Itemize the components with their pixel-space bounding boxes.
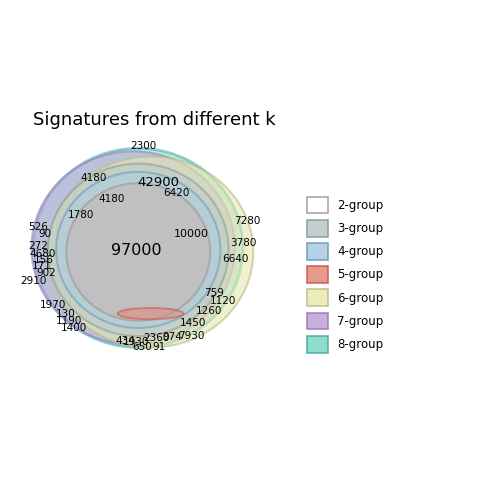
Text: 7280: 7280: [234, 216, 260, 226]
Text: 2360: 2360: [144, 333, 170, 343]
Ellipse shape: [67, 183, 210, 321]
Text: 434: 434: [115, 336, 135, 346]
Text: 1120: 1120: [210, 296, 236, 306]
Text: 171: 171: [32, 262, 52, 271]
Text: 1930: 1930: [123, 337, 149, 347]
Ellipse shape: [48, 164, 229, 336]
Title: Signatures from different k: Signatures from different k: [33, 111, 276, 129]
Text: 650: 650: [133, 342, 152, 352]
Text: 130: 130: [56, 308, 76, 319]
Text: 6420: 6420: [163, 188, 190, 199]
Text: 2300: 2300: [130, 141, 157, 151]
Ellipse shape: [31, 151, 235, 344]
Text: 4180: 4180: [98, 194, 124, 204]
Text: 97000: 97000: [111, 243, 161, 259]
Text: 10000: 10000: [174, 228, 209, 238]
Text: 4180: 4180: [81, 173, 107, 183]
Text: 272: 272: [28, 241, 48, 251]
Text: 42900: 42900: [138, 176, 180, 188]
Text: 4680: 4680: [30, 249, 56, 259]
Text: 1400: 1400: [60, 323, 87, 333]
Text: 7930: 7930: [178, 331, 205, 341]
Text: 6640: 6640: [222, 254, 249, 264]
Ellipse shape: [56, 172, 220, 328]
Text: 1780: 1780: [68, 210, 94, 220]
Ellipse shape: [33, 148, 243, 348]
Text: 91: 91: [152, 342, 165, 352]
Text: 526: 526: [28, 222, 48, 232]
Legend: 2-group, 3-group, 4-group, 5-group, 6-group, 7-group, 8-group: 2-group, 3-group, 4-group, 5-group, 6-gr…: [303, 193, 387, 356]
Ellipse shape: [118, 308, 183, 319]
Text: 902: 902: [36, 268, 56, 278]
Text: 3780: 3780: [230, 238, 256, 248]
Text: 90: 90: [39, 228, 52, 238]
Text: 759: 759: [204, 288, 224, 298]
Text: 1450: 1450: [179, 318, 206, 328]
Ellipse shape: [48, 156, 254, 348]
Text: 1190: 1190: [55, 316, 82, 326]
Text: 2910: 2910: [21, 276, 47, 286]
Text: 1970: 1970: [40, 300, 67, 310]
Text: 974: 974: [162, 332, 182, 342]
Text: 1260: 1260: [196, 305, 222, 316]
Text: 156: 156: [34, 255, 54, 265]
